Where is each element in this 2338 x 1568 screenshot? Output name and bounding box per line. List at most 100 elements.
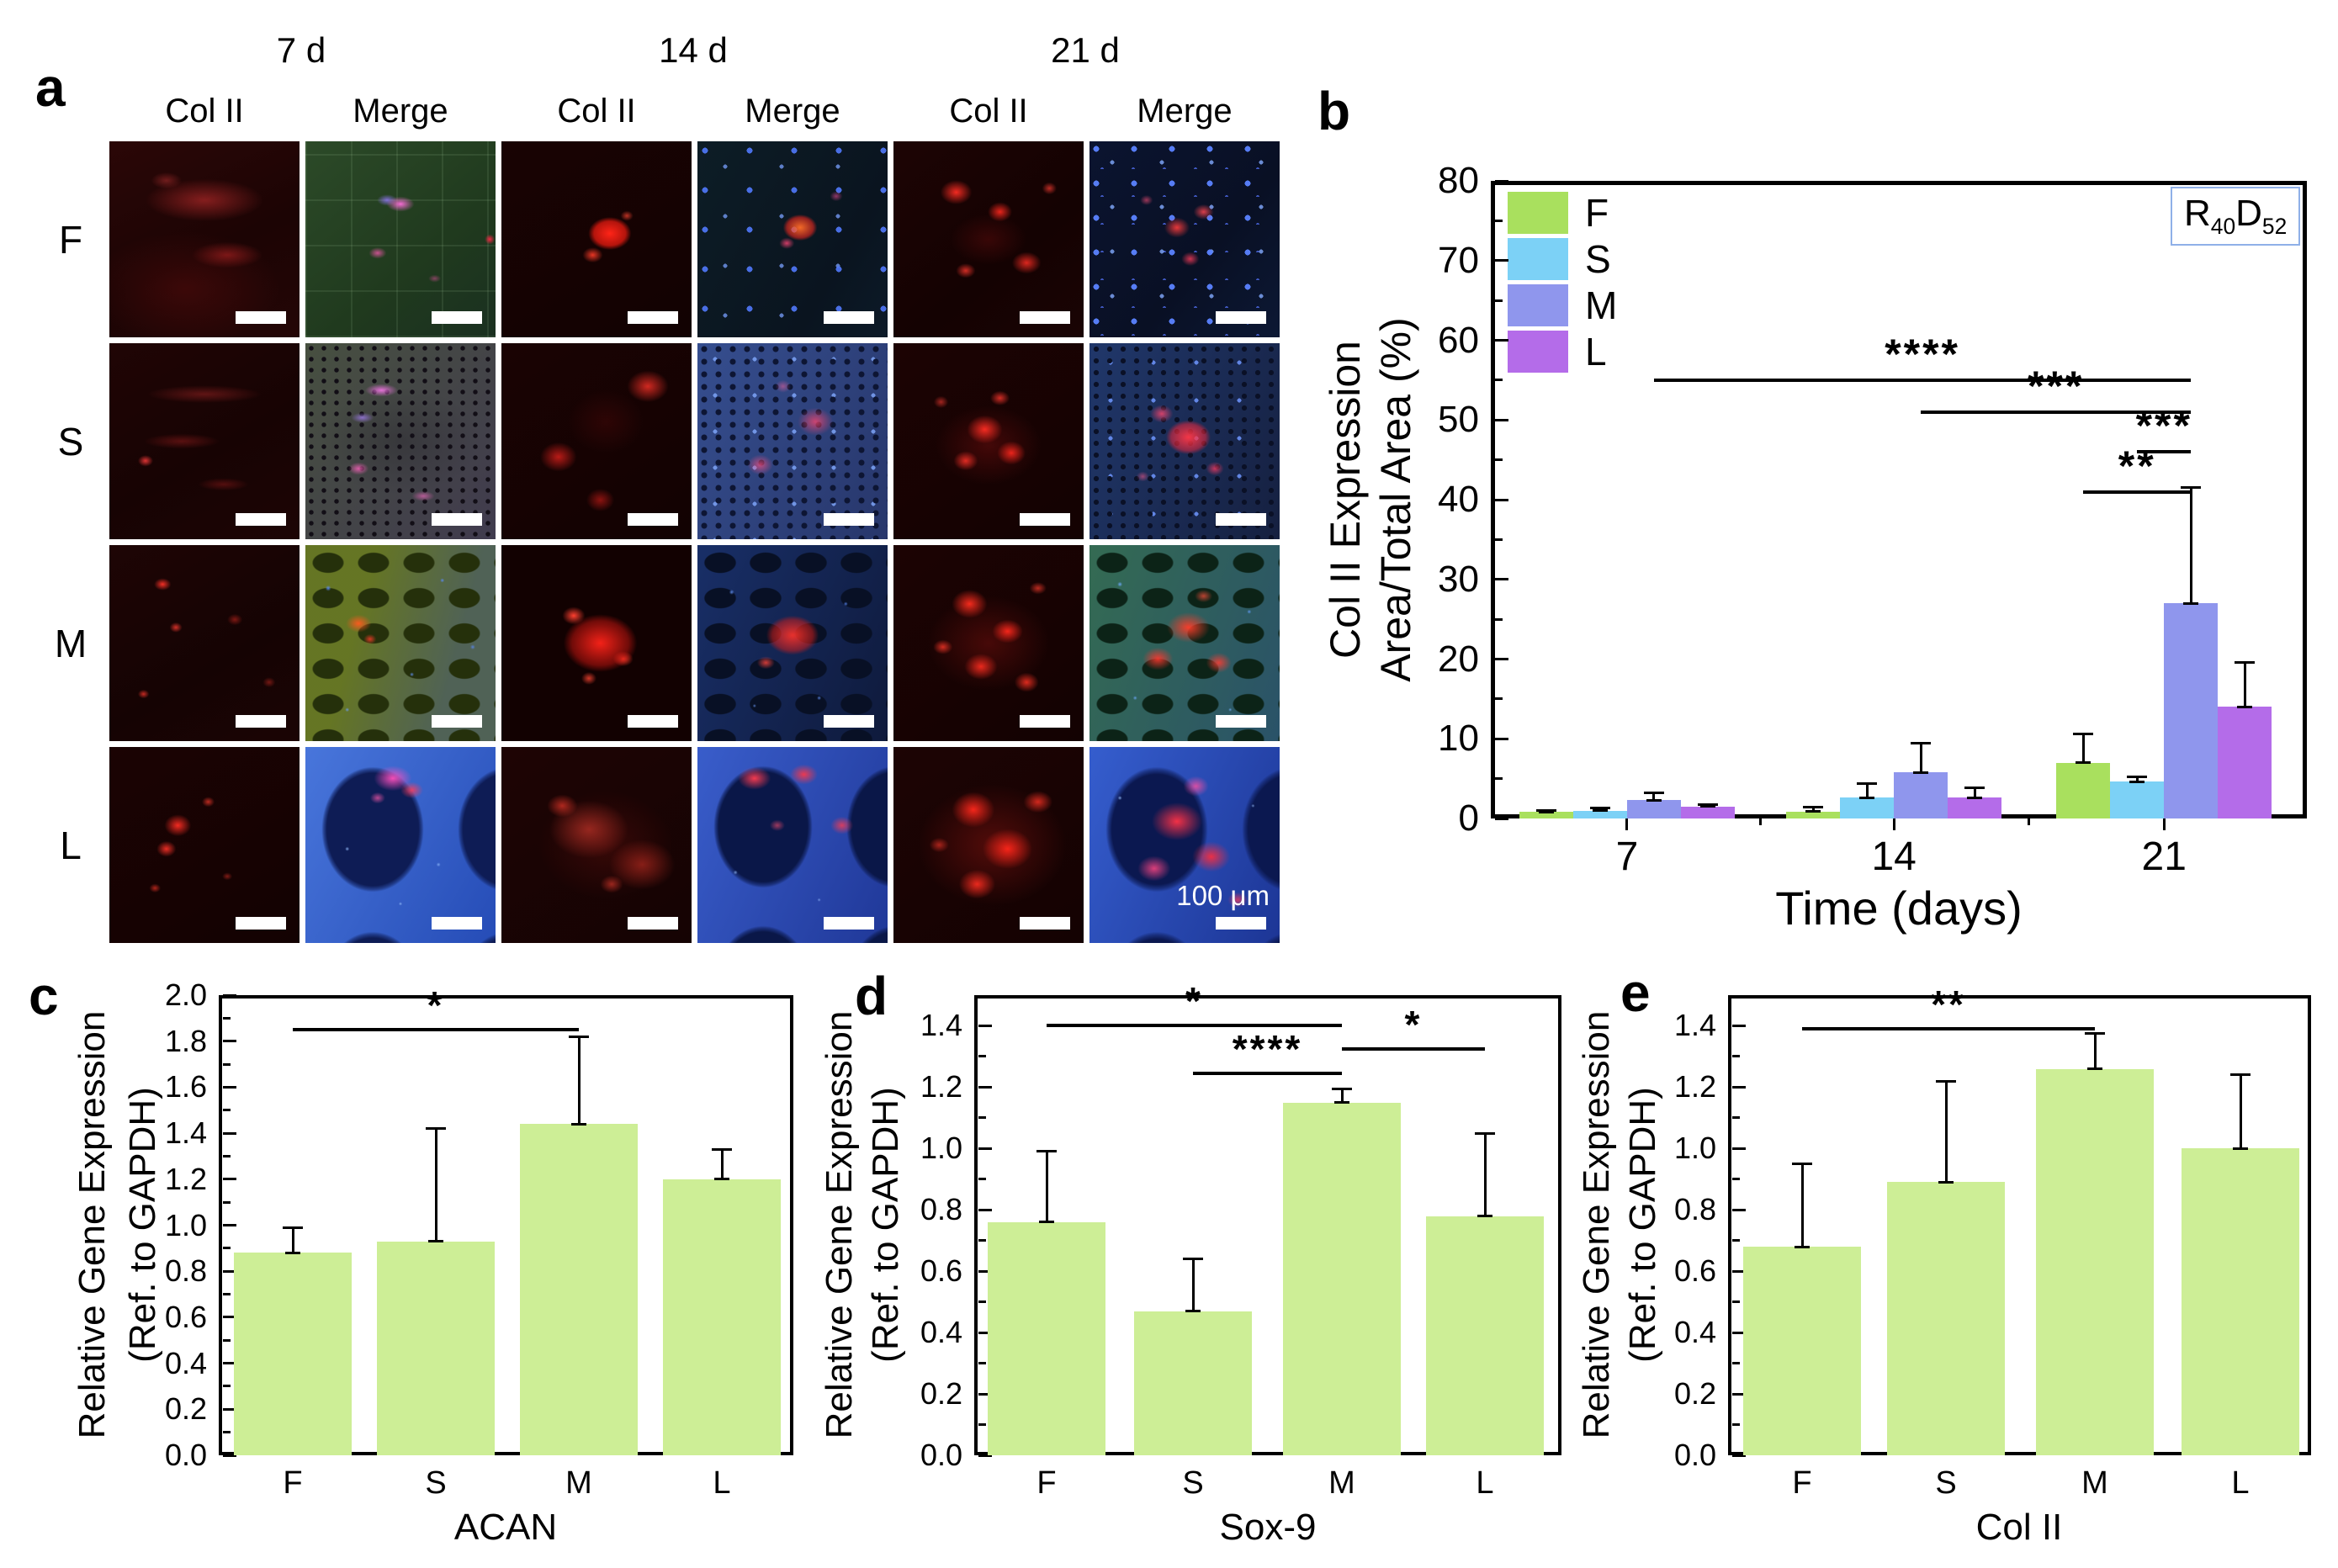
bar-21d-M-error-cap-top — [2181, 486, 2202, 490]
bar-L-error-cap-bottom — [714, 1178, 729, 1181]
bar-14d-S-error-cap-top — [1857, 781, 1878, 785]
panel-a-letter: a — [35, 57, 66, 118]
bar-L-error-cap-top — [2230, 1073, 2251, 1077]
x-minor-tick — [2028, 818, 2031, 825]
micrograph-M-7d-colii — [109, 545, 300, 741]
y-major-tick — [223, 1454, 236, 1457]
y-minor-tick — [1495, 538, 1503, 541]
panel-b-x-axis-label: Time (days) — [1775, 882, 2023, 935]
scale-bar — [824, 917, 874, 930]
x-tick-label: S — [1182, 1465, 1204, 1501]
bar-L-error-cap-top — [712, 1147, 732, 1151]
significance-label-0: * — [1185, 979, 1203, 1024]
bar-14d-F-error-cap-bottom — [1805, 810, 1821, 813]
bar-S-error-cap-top — [1936, 1079, 1956, 1083]
scale-bar — [1216, 513, 1266, 526]
micrograph-L-21d-merge: 100 μm — [1089, 747, 1280, 943]
significance-line-0 — [1653, 378, 2192, 382]
y-minor-tick — [1732, 1362, 1740, 1365]
y-major-tick — [223, 1362, 236, 1365]
bar-21d-S — [2110, 781, 2165, 818]
bar-L-error-cap-bottom — [1477, 1215, 1492, 1218]
bar-14d-M — [1894, 772, 1948, 818]
scale-bar — [236, 311, 286, 324]
micrograph-L-14d-merge — [697, 747, 888, 943]
significance-line-0 — [1047, 1024, 1342, 1028]
y-minor-tick — [223, 1431, 231, 1434]
y-tick-label: 30 — [1438, 558, 1479, 600]
y-tick-label: 0.0 — [164, 1438, 207, 1472]
y-tick-label: 70 — [1438, 239, 1479, 281]
micrograph-L-7d-merge — [305, 747, 496, 943]
x-tick-label: F — [1036, 1465, 1057, 1501]
micrograph-S-7d-colii — [109, 343, 300, 539]
row-label-F: F — [58, 218, 83, 262]
tag-base2: D — [2235, 193, 2262, 234]
bar-F-error-cap-top — [1036, 1150, 1057, 1153]
micrograph-F-7d-colii — [109, 141, 300, 337]
bar-F — [234, 1253, 352, 1455]
y-major-tick — [1495, 339, 1508, 342]
y-minor-tick — [1495, 617, 1503, 621]
y-tick-label: 0.6 — [164, 1299, 207, 1334]
panel-e-x-axis-label: Col II — [1975, 1507, 2063, 1548]
panel-c-x-axis-label: ACAN — [453, 1507, 558, 1548]
y-minor-tick — [1732, 1423, 1740, 1427]
bar-F-error-cap-top — [1792, 1163, 1812, 1166]
y-tick-label: 0.6 — [920, 1253, 962, 1289]
y-minor-tick — [223, 1247, 231, 1250]
bar-21d-S-error-bar — [2135, 776, 2139, 782]
bar-L-error-bar — [720, 1149, 724, 1179]
y-major-tick — [223, 993, 236, 997]
y-major-tick — [1495, 578, 1508, 581]
y-minor-tick — [223, 1385, 231, 1388]
x-major-tick — [2162, 818, 2166, 830]
scale-bar — [432, 715, 482, 728]
significance-line-1 — [1921, 410, 2192, 414]
bar-M-error-cap-top — [2085, 1032, 2105, 1036]
significance-line-0 — [293, 1028, 579, 1032]
bar-7d-L-error-cap-bottom — [1699, 805, 1715, 808]
x-minor-tick — [1759, 818, 1763, 825]
y-minor-tick — [978, 1116, 986, 1120]
bar-14d-F — [1786, 811, 1841, 818]
micrograph-L-14d-colii — [501, 747, 692, 943]
bar-21d-M — [2164, 603, 2219, 818]
time-header-7d: 7 d — [276, 30, 326, 70]
scale-bar — [236, 917, 286, 930]
significance-line-1 — [1193, 1071, 1342, 1075]
y-minor-tick — [1732, 1116, 1740, 1120]
y-major-tick — [978, 1454, 992, 1457]
y-major-tick — [1495, 658, 1508, 660]
scale-bar — [1216, 917, 1266, 930]
y-major-tick — [223, 1407, 236, 1411]
y-minor-tick — [978, 1300, 986, 1304]
time-header-21d: 21 d — [1051, 30, 1120, 70]
tag-sub1: 40 — [2210, 213, 2236, 239]
x-tick-label: 14 — [1871, 834, 1917, 879]
bar-M-error-bar — [2093, 1033, 2097, 1069]
y-tick-label: 0.0 — [920, 1438, 962, 1472]
scale-bar-label: 100 μm — [1176, 880, 1270, 911]
y-tick-label: 1.0 — [920, 1131, 962, 1166]
bar-14d-M-error-cap-bottom — [1913, 771, 1929, 774]
y-minor-tick — [1495, 219, 1503, 222]
micrograph-S-7d-merge — [305, 343, 496, 539]
legend-label-L: L — [1585, 330, 1607, 373]
y-tick-label: 1.4 — [920, 1008, 962, 1043]
time-header-14d: 14 d — [659, 30, 728, 70]
channel-header: Col II — [557, 93, 636, 130]
x-tick-label: L — [1476, 1465, 1494, 1501]
y-tick-label: 1.2 — [1673, 1069, 1716, 1104]
y-minor-tick — [223, 1016, 231, 1020]
channel-header: Col II — [949, 93, 1028, 130]
bar-7d-S-error-cap-top — [1589, 807, 1610, 810]
row-label-L: L — [60, 824, 82, 867]
bar-M-error-cap-bottom — [571, 1122, 586, 1126]
y-minor-tick — [1495, 458, 1503, 462]
y-minor-tick — [223, 1154, 231, 1157]
x-tick-label: F — [283, 1465, 303, 1501]
y-tick-label: 0.2 — [1673, 1376, 1716, 1412]
bar-S-error-cap-bottom — [1185, 1310, 1201, 1313]
bar-L-error-cap-top — [1475, 1131, 1495, 1135]
